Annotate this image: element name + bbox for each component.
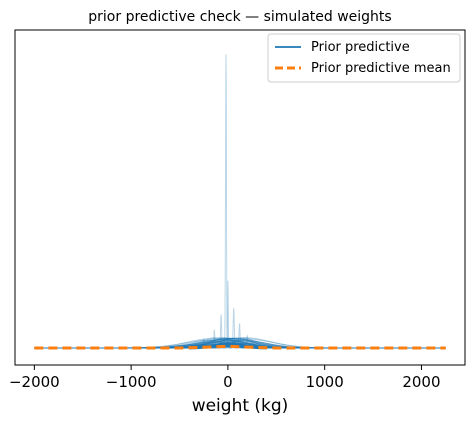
prior-predictive-band [189, 342, 267, 350]
prior-predictive-spike [224, 280, 232, 349]
prior-predictive-mean-line [34, 344, 446, 350]
x-axis: −2000 −1000 0 1000 2000 [9, 365, 441, 391]
x-tick-label: −1000 [106, 373, 157, 391]
x-tick-label: −2000 [9, 373, 60, 391]
legend-label-prior-predictive: Prior predictive [311, 40, 410, 55]
chart-title: prior predictive check — simulated weigh… [88, 9, 391, 25]
x-tick-label: 2000 [402, 373, 440, 391]
legend: Prior predictive Prior predictive mean [267, 33, 461, 83]
legend-box [267, 33, 461, 83]
prior-predictive-traces [34, 54, 446, 350]
legend-label-prior-predictive-mean: Prior predictive mean [311, 61, 451, 76]
x-tick-label: 1000 [306, 373, 344, 391]
x-tick-label: 0 [223, 373, 233, 391]
plot-frame [14, 29, 466, 366]
x-axis-label: weight (kg) [192, 396, 289, 416]
prior-predictive-spike [222, 54, 230, 349]
